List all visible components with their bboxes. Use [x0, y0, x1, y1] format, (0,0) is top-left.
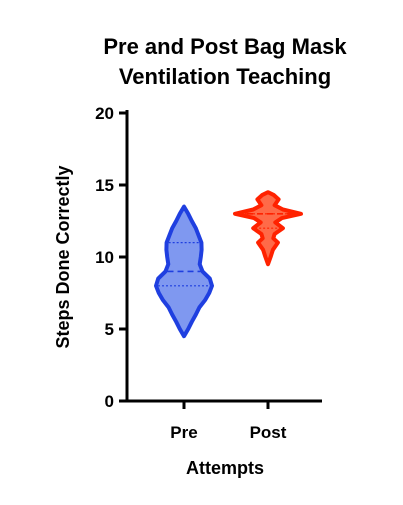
y-tick-label: 10	[95, 248, 114, 267]
chart-title-line1: Pre and Post Bag Mask	[103, 34, 347, 59]
x-axis-label: Attempts	[186, 458, 264, 478]
y-axis-label: Steps Done Correctly	[53, 165, 73, 348]
x-tick-label: Post	[250, 423, 287, 442]
y-tick-label: 15	[95, 176, 114, 195]
violins	[154, 190, 303, 339]
violin-pre	[154, 204, 214, 339]
x-ticks: Pre Post	[170, 401, 287, 442]
y-tick-label: 5	[105, 320, 114, 339]
y-tick-label: 0	[105, 392, 114, 411]
y-ticks: 0 5 10 15 20	[95, 104, 127, 411]
chart-title-line2: Ventilation Teaching	[119, 64, 331, 89]
y-tick-label: 20	[95, 104, 114, 123]
x-tick-label: Pre	[170, 423, 197, 442]
